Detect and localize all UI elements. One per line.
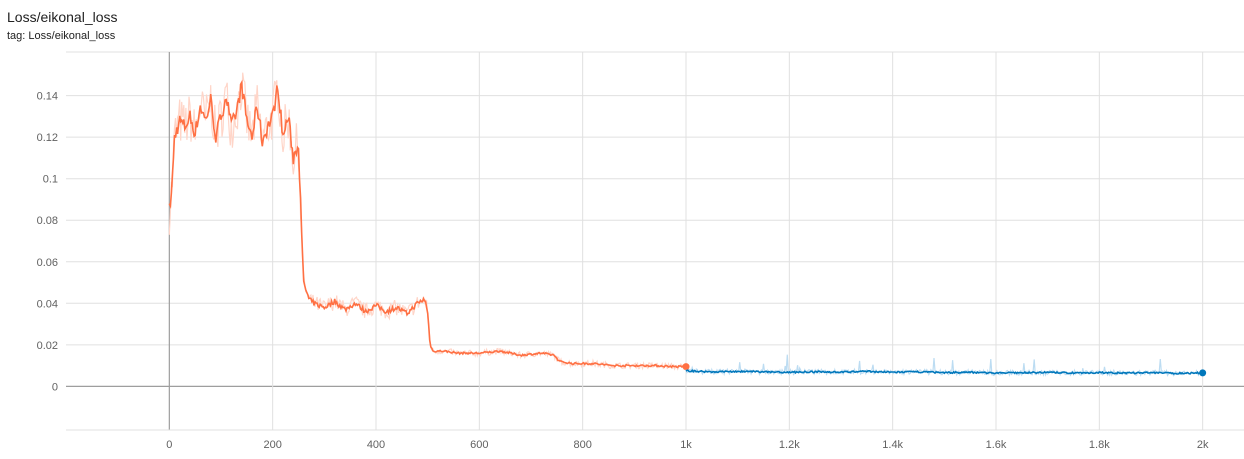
y-tick-label: 0.02 (37, 340, 58, 352)
x-tick-label: 400 (367, 439, 385, 451)
y-tick-label: 0.06 (37, 257, 58, 269)
x-tick-label: 1.6k (986, 439, 1007, 451)
x-tick-label: 1.8k (1089, 439, 1110, 451)
chart-tag: tag: Loss/eikonal_loss (7, 30, 116, 42)
series-2-line (685, 368, 1203, 375)
x-tick-label: 1k (680, 439, 692, 451)
chart-title: Loss/eikonal_loss (7, 9, 118, 25)
y-tick-label: 0.04 (37, 298, 58, 310)
x-tick-label: 2k (1197, 439, 1209, 451)
x-tick-label: 1.2k (779, 439, 800, 451)
series-1-end-point (682, 363, 690, 371)
x-tick-label: 800 (573, 439, 591, 451)
y-tick-label: 0.1 (43, 174, 58, 186)
y-tick-label: 0.12 (37, 132, 58, 144)
x-tick-label: 600 (470, 439, 488, 451)
y-tick-label: 0 (52, 381, 58, 393)
series-2-end-point (1199, 369, 1207, 377)
y-tick-label: 0.14 (37, 91, 58, 103)
x-tick-label: 0 (166, 439, 172, 451)
card-header: Loss/eikonal_loss tag: Loss/eikonal_loss (7, 8, 118, 43)
series-1-line (168, 79, 687, 369)
x-tick-label: 200 (263, 439, 281, 451)
y-tick-label: 0.08 (37, 215, 58, 227)
x-tick-label: 1.4k (882, 439, 903, 451)
